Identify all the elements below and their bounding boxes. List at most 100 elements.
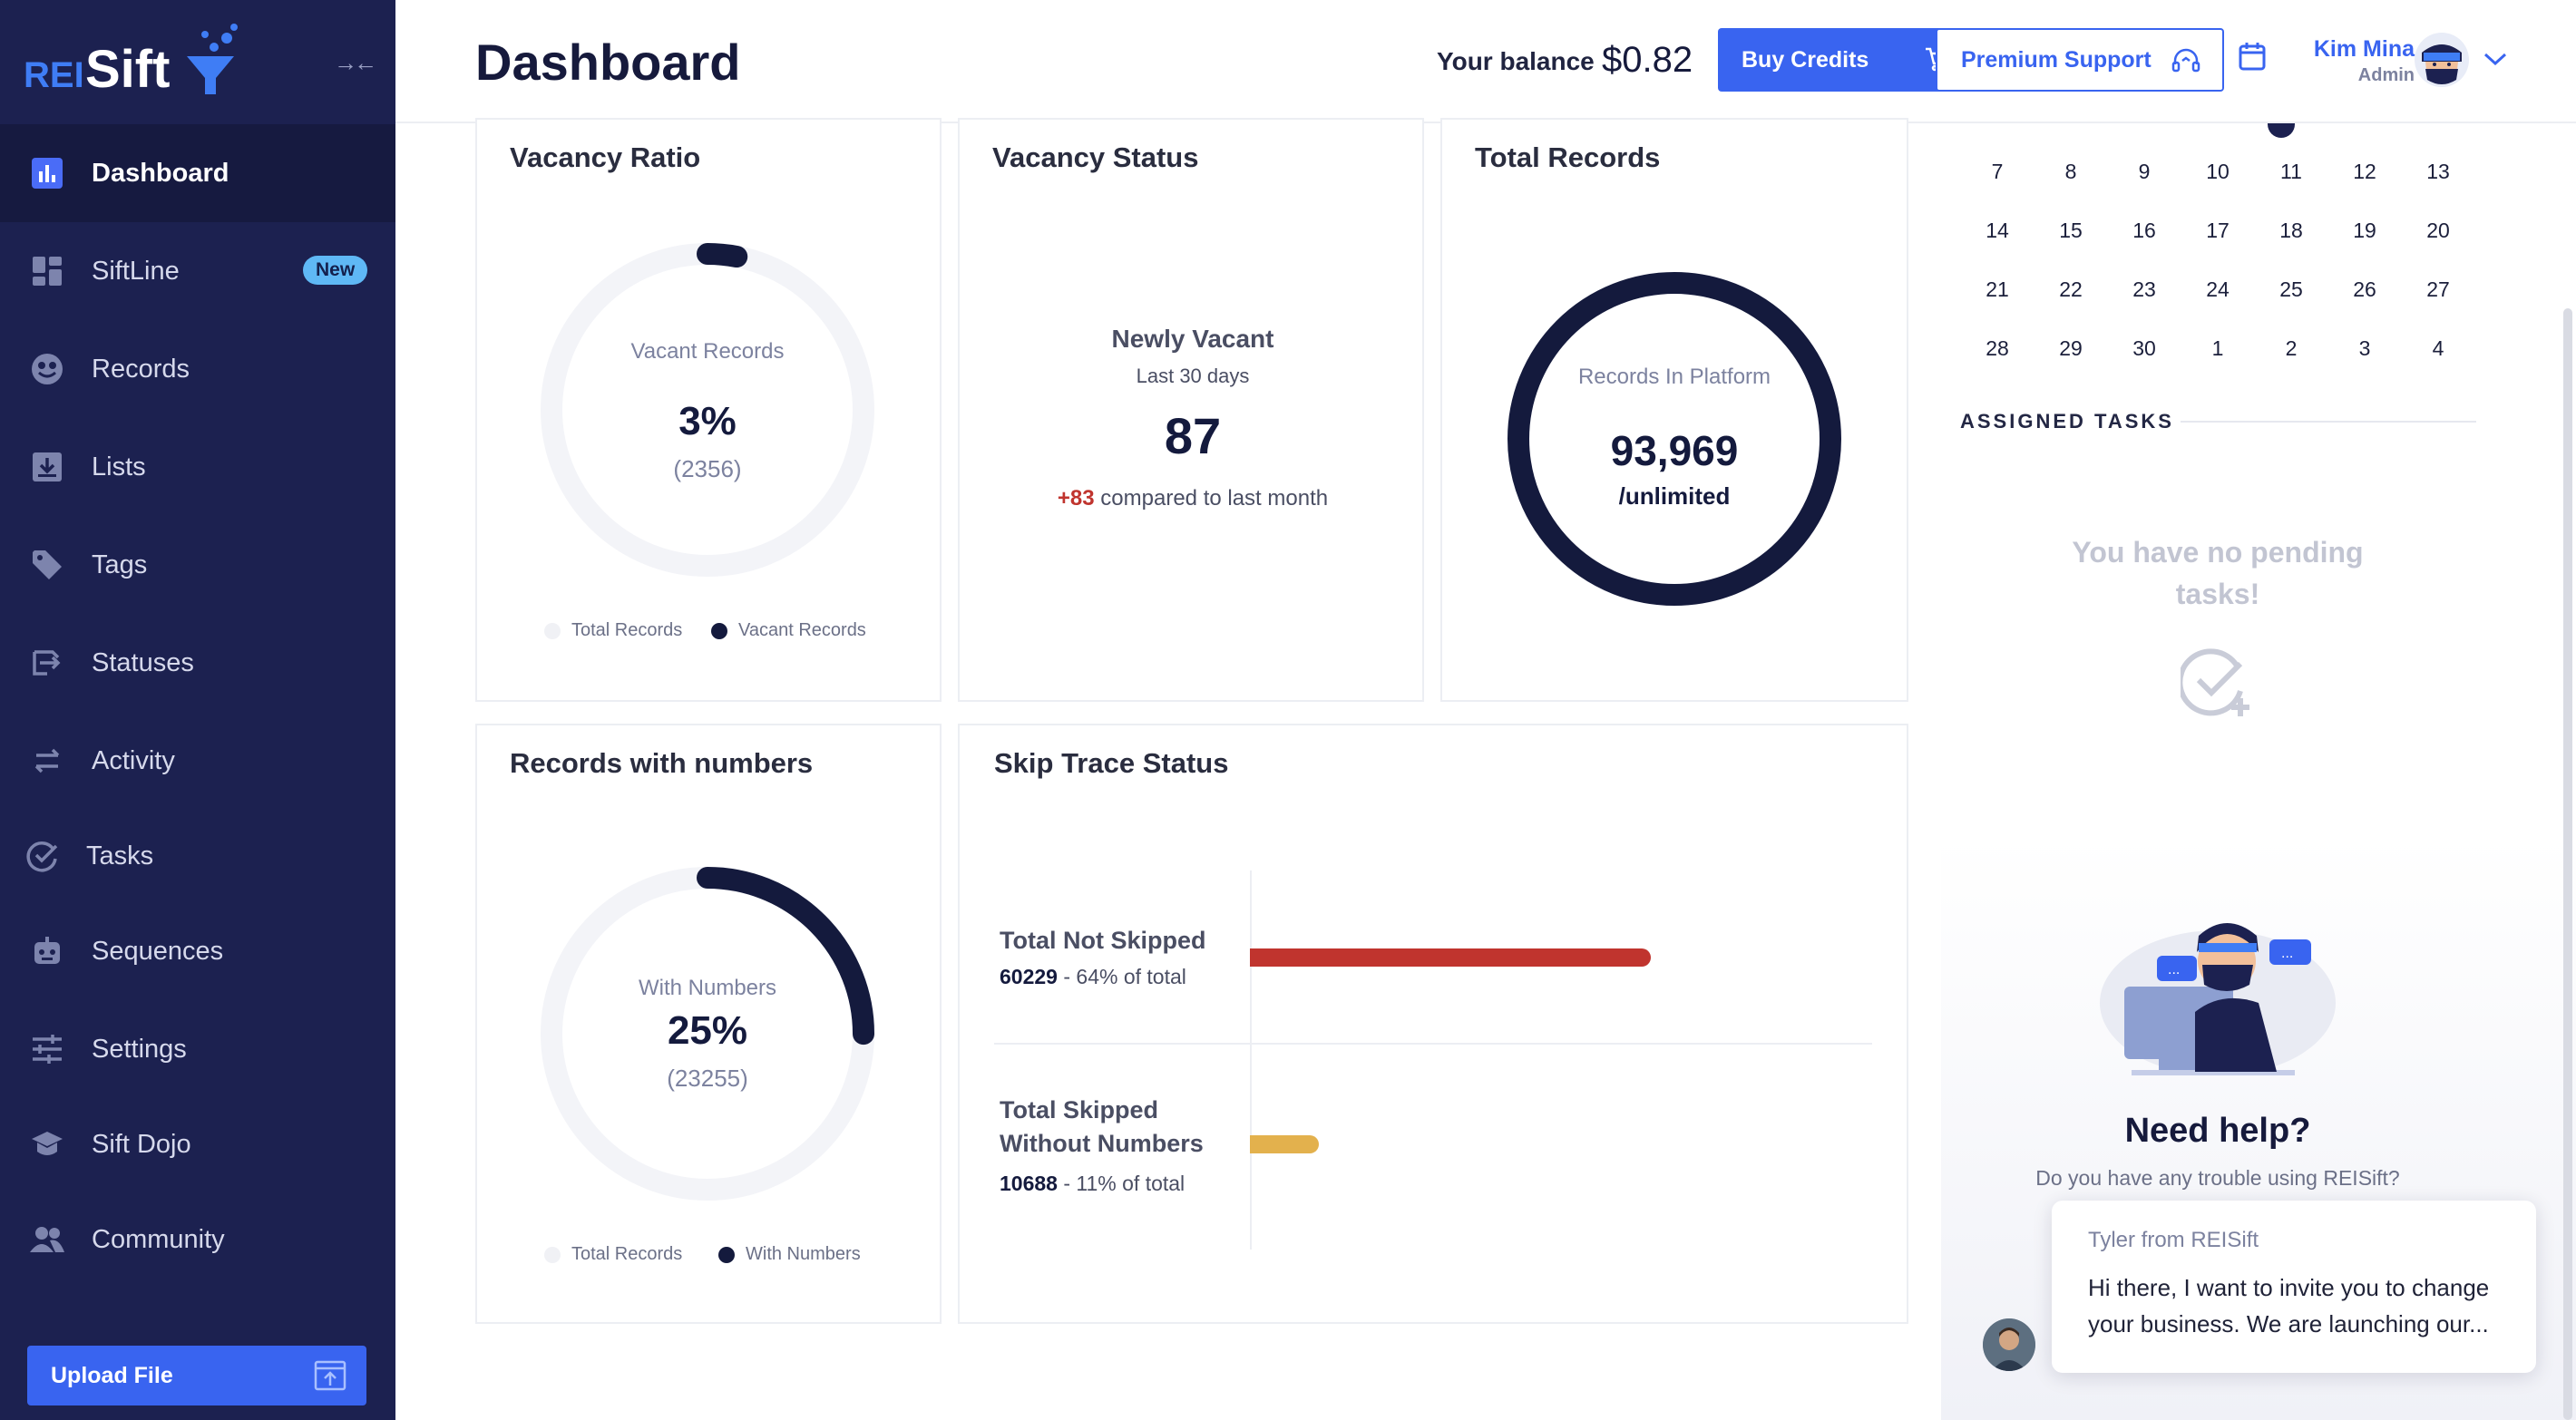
calendar-day[interactable]: 7 <box>1991 160 2004 183</box>
avatar[interactable] <box>2415 33 2469 87</box>
skip-row-stats: 60229 - 64% of total <box>1000 965 1186 989</box>
donut-count: (2356) <box>673 455 742 482</box>
calendar-day[interactable]: 18 <box>2279 219 2303 242</box>
sidebar-item-label: Activity <box>92 745 175 775</box>
sidebar-item-records[interactable]: Records <box>0 320 395 418</box>
vacancy-status-card: Vacancy Status Newly Vacant Last 30 days… <box>958 118 1424 702</box>
legend-label: Total Records <box>571 620 683 640</box>
calendar-day[interactable]: 11 <box>2280 160 2302 183</box>
skip-row-stats: 10688 - 11% of total <box>1000 1172 1185 1196</box>
ring-center-label: Records In Platform <box>1577 365 1771 389</box>
calendar-day[interactable]: 12 <box>2353 160 2376 183</box>
calendar-day[interactable]: 26 <box>2353 277 2376 301</box>
skip-row-label: Total Skipped Without Numbers <box>1000 1096 1204 1157</box>
upload-icon <box>314 1360 346 1397</box>
buy-credits-label: Buy Credits <box>1742 46 1869 73</box>
records-with-numbers-card: Records with numbers With Numbers 25% (2… <box>475 724 942 1324</box>
svg-text:REI: REI <box>24 55 84 95</box>
sidebar-item-community[interactable]: Community <box>0 1191 395 1289</box>
user-role: Admin <box>2357 65 2415 85</box>
sidebar-item-dashboard[interactable]: Dashboard <box>0 124 395 222</box>
support-agent-illustration: ... ... <box>2100 923 2336 1075</box>
calendar-day[interactable]: 23 <box>2132 277 2156 301</box>
sidebar-item-tags[interactable]: Tags <box>0 516 395 614</box>
sidebar-item-tasks[interactable]: Tasks <box>0 807 395 905</box>
calendar-day[interactable]: 27 <box>2426 277 2450 301</box>
svg-text:Sift: Sift <box>85 40 170 99</box>
calendar-day[interactable]: 19 <box>2353 219 2376 242</box>
sidebar-item-lists[interactable]: Lists <box>0 418 395 516</box>
legend-dot <box>544 1246 561 1263</box>
calendar-day[interactable]: 3 <box>2358 336 2371 360</box>
card-title: Vacancy Ratio <box>510 141 701 173</box>
scrollbar[interactable] <box>2563 308 2572 1420</box>
calendar-day[interactable]: 2 <box>2285 336 2298 360</box>
sidebar-item-label: Dashboard <box>92 158 229 188</box>
calendar-day[interactable]: 15 <box>2059 219 2083 242</box>
legend-total-records: Total Records <box>544 620 682 641</box>
sidebar-item-label: Records <box>92 354 190 384</box>
calendar-day[interactable]: 4 <box>2432 336 2444 360</box>
calendar-day[interactable]: 16 <box>2132 219 2156 242</box>
calendar-day[interactable]: 22 <box>2059 277 2083 301</box>
delta-line: +83 compared to last month <box>960 486 1426 511</box>
calendar-day[interactable]: 8 <box>2064 160 2077 183</box>
divider <box>2181 421 2476 423</box>
calendar-day[interactable]: 1 <box>2211 336 2224 360</box>
calendar-day[interactable]: 24 <box>2206 277 2230 301</box>
lists-icon <box>29 449 65 485</box>
premium-support-button[interactable]: Premium Support <box>1936 28 2224 92</box>
skip-trace-status-card: Skip Trace Status Total Not Skipped 6022… <box>958 724 1908 1324</box>
card-title: Total Records <box>1475 141 1661 173</box>
numbers-donut <box>541 867 874 1201</box>
calendar-icon[interactable] <box>2239 42 2266 71</box>
card-title: Records with numbers <box>510 747 814 779</box>
total-records-card: Total Records Records In Platform 93,969… <box>1440 118 1908 702</box>
chat-avatar[interactable] <box>1983 1318 2035 1371</box>
balance-label: Your balance <box>1437 47 1595 75</box>
sidebar-item-statuses[interactable]: Statuses <box>0 614 395 712</box>
total-records-value: 93,969 <box>1610 427 1739 474</box>
sidebar-item-label: Sift Dojo <box>92 1129 191 1159</box>
skip-row-label: Total Not Skipped <box>1000 927 1206 954</box>
reisift-logo[interactable]: REI Sift <box>24 22 241 103</box>
tasks-icon <box>25 838 62 874</box>
calendar-day[interactable]: 14 <box>1986 219 2009 242</box>
vacancy-ratio-card: Vacancy Ratio Vacant Records 3% (2356) T… <box>475 118 942 702</box>
axis-line <box>1250 870 1252 1250</box>
calendar-day[interactable]: 21 <box>1986 277 2009 301</box>
calendar-day[interactable]: 17 <box>2206 219 2230 242</box>
premium-support-label: Premium Support <box>1961 46 2152 73</box>
calendar-day[interactable]: 25 <box>2279 277 2303 301</box>
upload-file-button[interactable]: Upload File <box>27 1346 366 1405</box>
siftline-icon <box>29 253 65 289</box>
sidebar-item-activity[interactable]: Activity <box>0 712 395 810</box>
sidebar-item-sequences[interactable]: Sequences <box>0 902 395 1000</box>
donut-count: (23255) <box>667 1065 748 1092</box>
chevron-down-icon[interactable] <box>2483 51 2507 67</box>
statuses-icon <box>29 645 65 681</box>
legend-vacant-records: Vacant Records <box>711 620 866 641</box>
calendar-day[interactable]: 29 <box>2059 336 2083 360</box>
collapse-sidebar-icon[interactable]: →← <box>334 49 377 76</box>
sidebar-item-sift-dojo[interactable]: Sift Dojo <box>0 1095 395 1193</box>
calendar-day[interactable]: 9 <box>2138 160 2151 183</box>
donut-percent: 3% <box>678 399 737 443</box>
sidebar-item-label: SiftLine <box>92 256 180 286</box>
newly-vacant-value: 87 <box>1164 407 1222 464</box>
calendar-day[interactable]: 20 <box>2426 219 2450 242</box>
calendar-day[interactable]: 30 <box>2132 336 2156 360</box>
sidebar-item-siftline[interactable]: SiftLine New <box>0 222 395 320</box>
robot-icon <box>29 933 65 969</box>
user-name[interactable]: Kim Mina <box>2313 36 2415 62</box>
not-skipped-bar <box>1250 948 1651 967</box>
calendar-day[interactable]: 28 <box>1986 336 2009 360</box>
upload-label: Upload File <box>51 1362 173 1388</box>
calendar-day[interactable]: 10 <box>2206 160 2230 183</box>
with-numbers-arc <box>541 867 874 1201</box>
sidebar: REI Sift →← Dashboard SiftLine New Recor… <box>0 0 395 1420</box>
add-task-icon[interactable] <box>2181 647 2259 718</box>
calendar-day[interactable]: 13 <box>2426 160 2450 183</box>
chat-message-popup[interactable]: Tyler from REISift Hi there, I want to i… <box>2052 1201 2536 1373</box>
sidebar-item-settings[interactable]: Settings <box>0 1000 395 1098</box>
